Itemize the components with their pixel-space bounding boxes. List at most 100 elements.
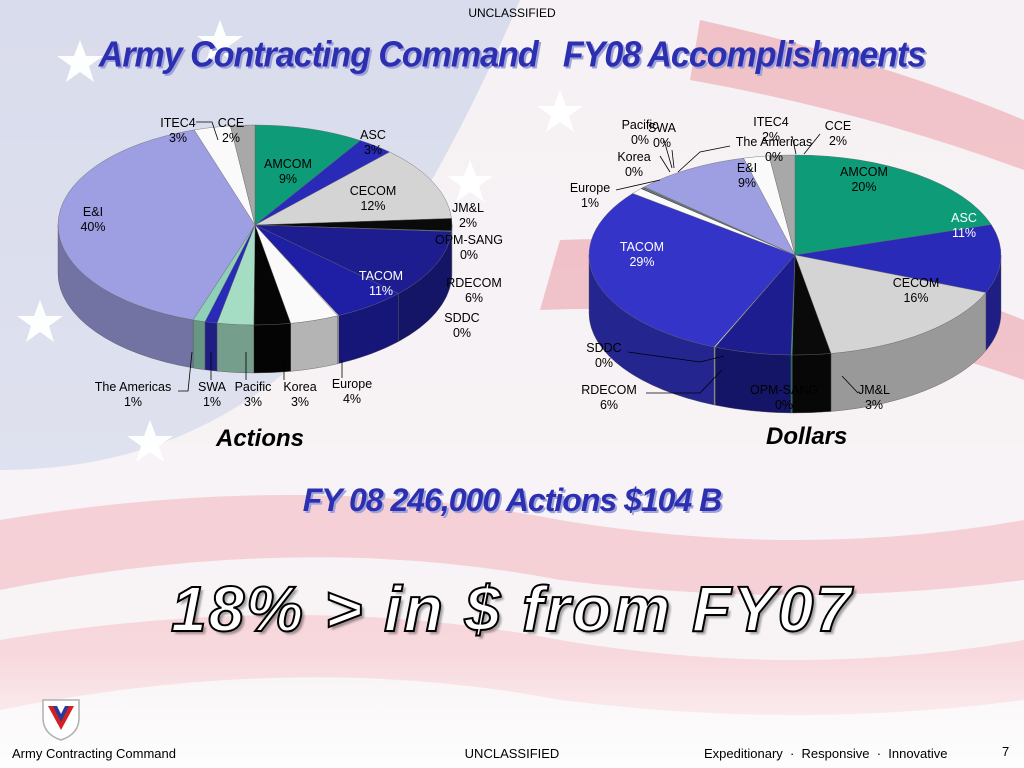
classification-top: UNCLASSIFIED [468, 6, 556, 20]
dollars-chart-title: Dollars [766, 423, 848, 450]
dollars-label-europe: Europe [570, 181, 610, 195]
actions-label-asc: ASC [360, 128, 386, 142]
dollars-leader-itec4 [791, 135, 797, 155]
actions-value-asc: 3% [364, 143, 382, 157]
dollars-value-cecom: 16% [903, 291, 928, 305]
actions-slice-side-korea [253, 323, 291, 374]
dollars-value-itec4: 2% [762, 130, 780, 144]
actions-value-cecom: 12% [360, 199, 385, 213]
actions-slice-cce [230, 124, 256, 226]
dollars-value-swa: 0% [653, 136, 671, 150]
dollars-label-cecom: CECOM [893, 276, 940, 290]
actions-label-the-americas: The Americas [95, 380, 171, 394]
actions-label-tacom: TACOM [359, 269, 403, 283]
actions-value-opm-sang: 0% [460, 248, 478, 262]
actions-value-tacom: 11% [369, 284, 393, 298]
actions-label-korea: Korea [283, 380, 316, 394]
dollars-label-jml: JM&L [858, 383, 890, 397]
dollars-value-pacific: 0% [631, 133, 649, 147]
footer-classification: UNCLASSIFIED [464, 746, 560, 761]
actions-slice-cecom [254, 151, 452, 226]
actions-label-jml: JM&L [452, 201, 484, 215]
dollars-value-amcom: 20% [851, 180, 876, 194]
dollars-slice-cce [768, 154, 796, 256]
dollars-slice-asc [794, 224, 1002, 293]
actions-chart-title: Actions [216, 425, 305, 452]
dollars-label-sddc: SDDC [586, 341, 621, 355]
dollars-label-asc: ASC [951, 211, 977, 225]
dollars-label-amcom: AMCOM [840, 165, 888, 179]
actions-value-europe: 4% [343, 392, 361, 406]
dollars-leader-pacific [663, 139, 673, 169]
dollars-label-ei: E&I [737, 161, 757, 175]
actions-label-sddc: SDDC [444, 311, 479, 325]
actions-label-itec4: ITEC4 [160, 116, 195, 130]
dollars-value-jml: 3% [865, 398, 883, 412]
actions-slice-ei [57, 129, 256, 321]
actions-slice-side-europe [290, 315, 338, 372]
dollars-slice-ei [643, 157, 796, 256]
actions-value-ei: 40% [80, 220, 105, 234]
dollars-value-ei: 9% [738, 176, 756, 190]
footer-org: Army Contracting Command [12, 746, 176, 761]
dollars-leader-korea [659, 155, 671, 173]
actions-label-rdecom: RDECOM [446, 276, 502, 290]
actions-leader-itec4 [196, 121, 219, 141]
dollars-value-cce: 2% [829, 134, 847, 148]
dollars-slice-amcom [794, 154, 992, 256]
dollars-label-korea: Korea [617, 150, 650, 164]
dollars-leader-rdecom [646, 369, 723, 394]
dollars-label-opm-sang: OPM-SANG [750, 383, 818, 397]
actions-value-jml: 2% [459, 216, 477, 230]
actions-label-pacific: Pacific [235, 380, 272, 394]
actions-value-pacific: 3% [244, 395, 262, 409]
dollars-value-tacom: 29% [629, 255, 654, 269]
dollars-label-itec4: ITEC4 [753, 115, 788, 129]
dollars-value-rdecom: 6% [600, 398, 618, 412]
dollars-leader-swa [671, 149, 675, 169]
actions-value-amcom: 9% [279, 172, 297, 186]
dollars-label-rdecom: RDECOM [581, 383, 637, 397]
dollars-value-korea: 0% [625, 165, 643, 179]
dollars-label-swa: SWA [648, 121, 677, 135]
dollars-value-the-americas: 0% [765, 150, 783, 164]
dollars-value-asc: 11% [952, 226, 976, 240]
actions-value-korea: 3% [291, 395, 309, 409]
dollars-leader-europe [615, 179, 661, 191]
actions-label-opm-sang: OPM-SANG [435, 233, 503, 247]
actions-label-amcom: AMCOM [264, 157, 312, 171]
dollars-pie-chart: AMCOM20%ASC11%CECOM16%JM&L3%OPM-SANG0%RD… [570, 115, 1002, 414]
dollars-slice-tacom [588, 193, 796, 348]
actions-value-itec4: 3% [169, 131, 187, 145]
footer-motto: Expeditionary · Responsive · Innovative [704, 746, 948, 761]
dollars-value-opm-sang: 0% [775, 398, 793, 412]
actions-value-rdecom: 6% [465, 291, 483, 305]
actions-value-cce: 2% [222, 131, 240, 145]
headline-text: 18% > in $ from FY07 [170, 572, 854, 646]
page-title: Army Contracting Command FY08 Accomplish… [98, 35, 926, 75]
dollars-slice-cecom [794, 254, 987, 354]
actions-label-cce: CCE [218, 116, 244, 130]
dollars-label-tacom: TACOM [620, 240, 664, 254]
actions-label-ei: E&I [83, 205, 103, 219]
page-number: 7 [1002, 744, 1010, 759]
dollars-leader-sddc [627, 351, 725, 363]
actions-leader-the-americas [178, 351, 193, 392]
actions-label-europe: Europe [332, 377, 372, 391]
dollars-label-cce: CCE [825, 119, 851, 133]
actions-label-cecom: CECOM [350, 184, 397, 198]
actions-value-sddc: 0% [453, 326, 471, 340]
actions-value-the-americas: 1% [124, 395, 142, 409]
dollars-leader-jml [841, 375, 859, 394]
dollars-label-the-americas: The Americas [736, 135, 812, 149]
summary-text: FY 08 246,000 Actions $104 B [302, 482, 722, 518]
actions-slice-tacom [254, 224, 452, 294]
dollars-leader-the-americas [677, 145, 731, 173]
actions-label-swa: SWA [198, 380, 227, 394]
actions-slice-side-pacific [216, 322, 255, 374]
army-contracting-logo [42, 699, 80, 741]
actions-slice-amcom [254, 124, 361, 226]
dollars-label-pacific: Pacific [622, 118, 659, 132]
actions-slice-side-the-americas [192, 319, 206, 370]
